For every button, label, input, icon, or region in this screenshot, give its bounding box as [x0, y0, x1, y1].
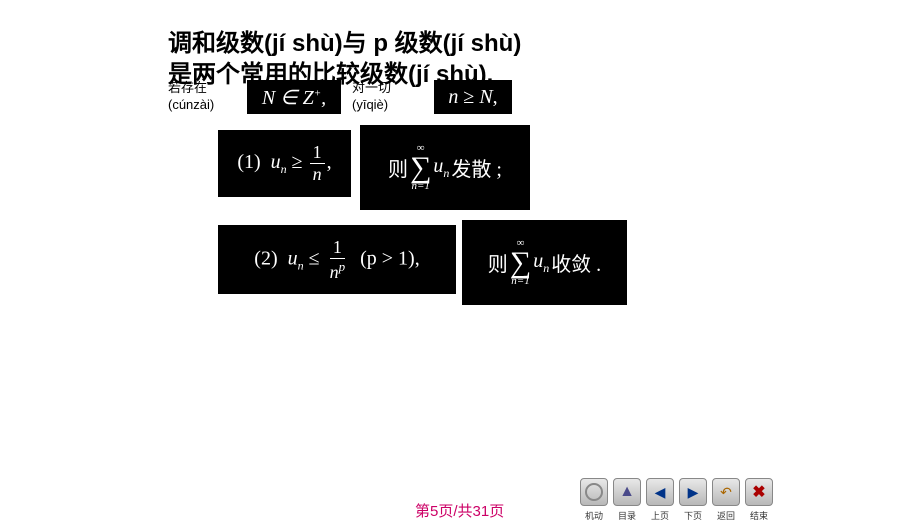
then2-sub: n — [543, 261, 549, 275]
eq2-label: (2) — [254, 247, 277, 269]
close-icon: ✖ — [750, 483, 768, 501]
page-mid: 页/共 — [438, 503, 472, 520]
eq2-den-exp: p — [339, 259, 346, 274]
auto-icon — [585, 483, 603, 501]
nav-prev-label: 上页 — [651, 509, 669, 522]
nav-auto-button[interactable]: 机动 — [580, 478, 608, 506]
annotation-cunzai-cn: 若存在 — [168, 80, 214, 97]
math-n-ge-N: n ≥ N, — [434, 80, 512, 114]
prev-icon: ◀ — [651, 483, 669, 501]
math-N-in-Z: N ∈ Z+, — [247, 80, 341, 114]
title-line-1: 调和级数(jí shù)与 p 级数(jí shù) — [168, 28, 521, 59]
next-icon: ▶ — [684, 483, 702, 501]
eq1-var: u — [271, 151, 281, 173]
math-then1: 则 ∞ ∑ n=1 un 发散 ; — [360, 125, 530, 210]
then1-var: u — [433, 155, 443, 177]
nav-end-button[interactable]: ✖ 结束 — [745, 478, 773, 506]
sum-icon: ∑ — [510, 249, 531, 276]
eq1-trail: , — [327, 151, 332, 173]
nav-prev-button[interactable]: ◀ 上页 — [646, 478, 674, 506]
then1-sub: n — [443, 166, 449, 180]
page-total: 31 — [473, 503, 490, 520]
nav-end-label: 结束 — [750, 509, 768, 522]
then2-var: u — [533, 250, 543, 272]
eq2-num: 1 — [330, 237, 345, 259]
math-eq2: (2) un ≤ 1 np (p > 1), — [218, 225, 456, 294]
nav-toc-label: 目录 — [618, 509, 636, 522]
math-eq1: (1) un ≥ 1 n , — [218, 130, 351, 197]
nav-button-bar: 机动 ▲ 目录 ◀ 上页 ▶ 下页 ↶ 返回 ✖ 结束 — [580, 478, 773, 506]
eq2-var: u — [288, 247, 298, 269]
nav-back-label: 返回 — [717, 509, 735, 522]
annotation-cunzai-pinyin: (cúnzài) — [168, 97, 214, 114]
annotation-yiqie: 对一切 (yīqiè) — [352, 80, 391, 114]
sum-icon: ∑ — [410, 154, 431, 181]
nav-next-button[interactable]: ▶ 下页 — [679, 478, 707, 506]
eq1-den: n — [310, 164, 325, 185]
then1-lower: n=1 — [411, 181, 429, 192]
nav-back-button[interactable]: ↶ 返回 — [712, 478, 740, 506]
home-icon: ▲ — [618, 483, 636, 501]
nav-auto-label: 机动 — [585, 509, 603, 522]
then1-prefix: 则 — [388, 153, 408, 182]
eq1-rel: ≥ — [292, 151, 303, 173]
nav-toc-button[interactable]: ▲ 目录 — [613, 478, 641, 506]
eq2-cond: (p > 1), — [360, 247, 420, 269]
annotation-yiqie-pinyin: (yīqiè) — [352, 97, 391, 114]
math-then2: 则 ∞ ∑ n=1 un 收敛 . — [462, 220, 627, 305]
eq1-sub: n — [281, 162, 287, 176]
eq1-label: (1) — [237, 151, 260, 173]
then2-lower: n=1 — [511, 276, 529, 287]
eq2-sub: n — [298, 258, 304, 272]
then2-prefix: 则 — [488, 248, 508, 277]
eq2-rel: ≤ — [309, 247, 320, 269]
then2-suffix: 收敛 . — [551, 248, 601, 277]
annotation-cunzai: 若存在 (cúnzài) — [168, 80, 214, 114]
back-icon: ↶ — [717, 483, 735, 501]
page-prefix: 第 — [415, 503, 430, 520]
page-suffix: 页 — [489, 503, 504, 520]
eq1-num: 1 — [310, 142, 325, 164]
then1-suffix: 发散 ; — [451, 153, 502, 182]
eq2-den-base: n — [330, 262, 339, 282]
annotation-yiqie-cn: 对一切 — [352, 80, 391, 97]
nav-next-label: 下页 — [684, 509, 702, 522]
